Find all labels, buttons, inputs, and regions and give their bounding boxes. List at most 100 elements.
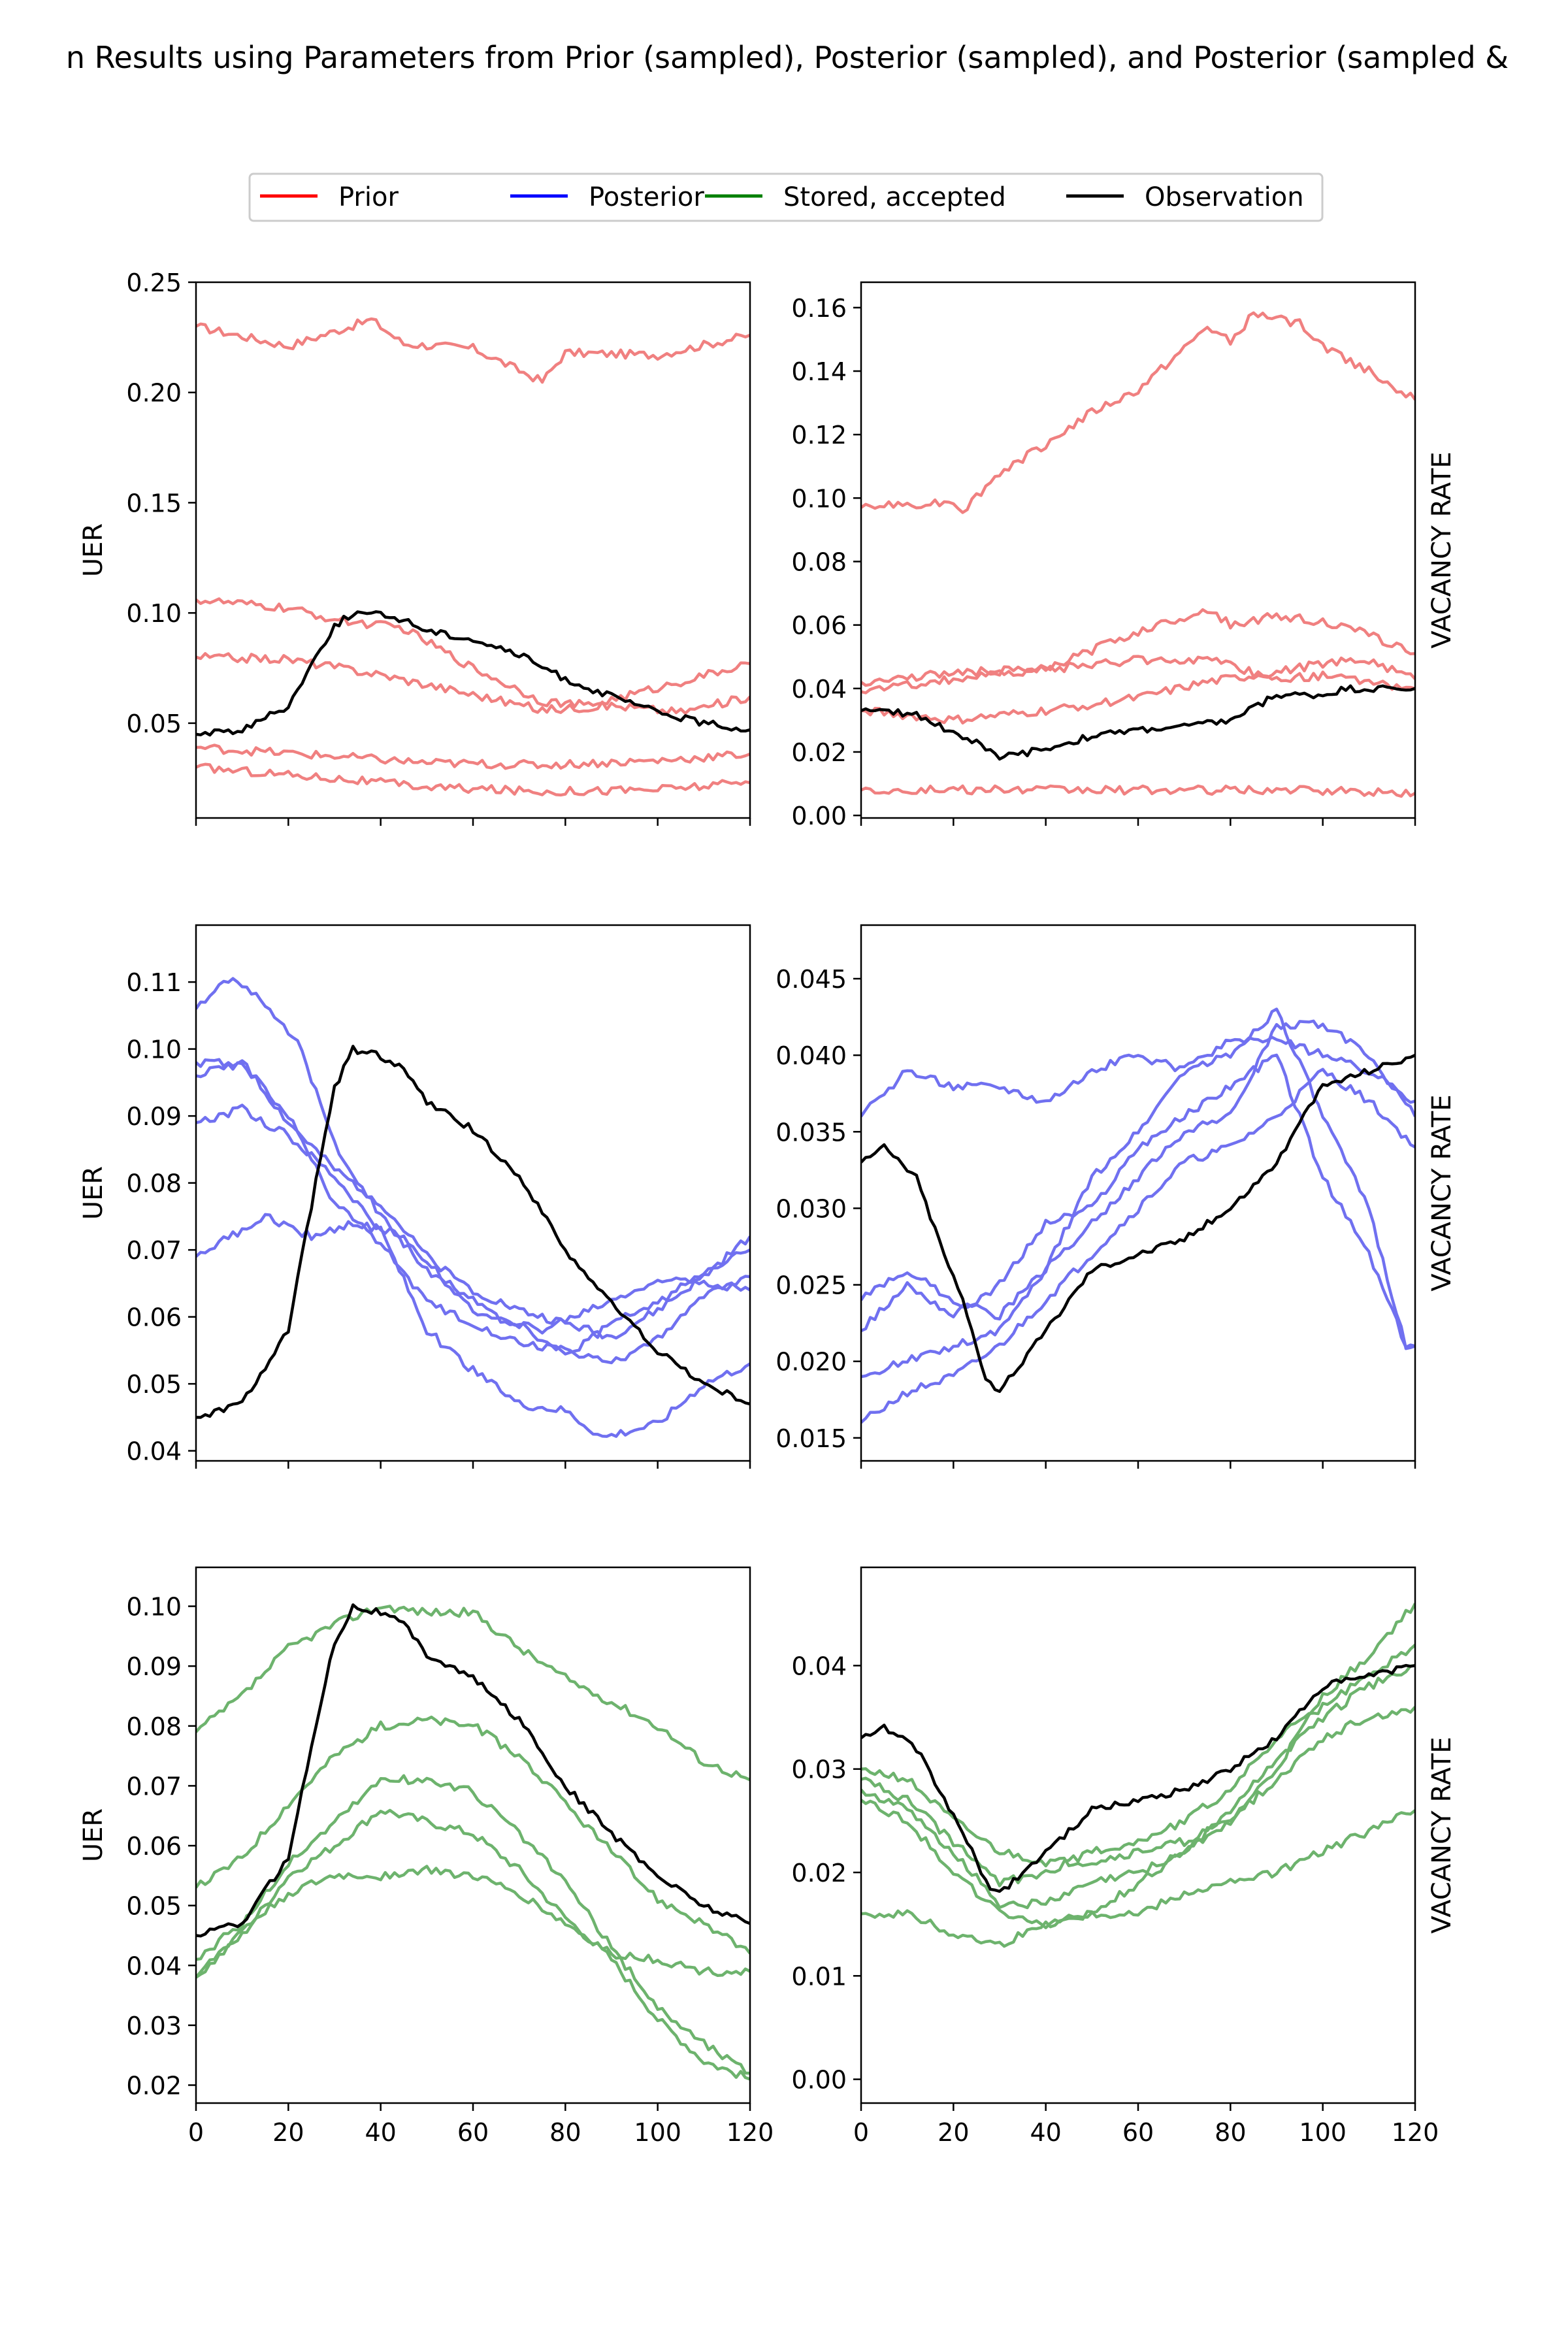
y-tick-label-2: 0.04 xyxy=(791,675,847,704)
y-tick-label-4: 0.25 xyxy=(126,269,182,297)
axes-frame xyxy=(860,1566,1416,2104)
y-tick-label-1: 0.01 xyxy=(791,1962,847,1991)
figure-title: n Results using Parameters from Prior (s… xyxy=(66,40,1509,75)
x-tick-label-3: 60 xyxy=(457,2118,489,2147)
chart-panel-3-1: 0.02 0.03 0.04 0.05 0.06 0.07 0.08 0.09 0.10 0 20 4… xyxy=(78,1566,774,2147)
posterior-series-line-3 xyxy=(861,1019,1415,1379)
observation-line xyxy=(861,1663,1415,1893)
y-tick-label-3: 0.05 xyxy=(126,1892,182,1921)
stored-series-line-1 xyxy=(196,1715,750,1955)
posterior-series-line-1 xyxy=(196,1058,750,1365)
y-tick-label-3: 0.20 xyxy=(126,379,182,408)
stored-series-line-2 xyxy=(861,1664,1415,1910)
chart-panel-1-2: 0.00 0.02 0.04 0.06 0.08 0.10 0.12 0.14 0.16 VACA… xyxy=(791,281,1457,830)
y-tick-label-0: 0.05 xyxy=(126,710,182,738)
observation-line xyxy=(196,1045,750,1419)
y-tick-label-6: 0.10 xyxy=(126,1036,182,1064)
axes-frame xyxy=(195,281,751,819)
y-tick-label-1: 0.020 xyxy=(776,1348,847,1377)
y-tick-label-0: 0.00 xyxy=(791,2066,847,2095)
y-tick-label-3: 0.030 xyxy=(776,1194,847,1223)
x-tick-label-3: 60 xyxy=(1122,2118,1154,2147)
prior-series-line-1 xyxy=(196,597,750,708)
axes-frame xyxy=(195,924,751,1462)
y-tick-label-6: 0.12 xyxy=(791,421,847,449)
stored-series-line-0 xyxy=(861,1603,1415,1868)
prior-series-line-3 xyxy=(861,656,1415,725)
y-axis-label: VACANCY RATE xyxy=(1427,451,1457,648)
axes-frame xyxy=(860,281,1416,819)
y-tick-label-0: 0.02 xyxy=(126,2072,182,2100)
chart-panel-2-2: 0.015 0.020 0.025 0.030 0.035 0.040 0.045 VACAN… xyxy=(776,924,1457,1469)
y-tick-label-1: 0.02 xyxy=(791,738,847,767)
posterior-series-line-3 xyxy=(196,1103,750,1438)
prior-series-line-2 xyxy=(861,655,1415,694)
y-tick-label-2: 0.02 xyxy=(791,1859,847,1887)
posterior-series-line-0 xyxy=(196,977,750,1356)
x-tick-label-1: 20 xyxy=(938,2118,969,2147)
y-tick-label-4: 0.06 xyxy=(126,1832,182,1861)
posterior-series-line-1 xyxy=(861,1007,1415,1350)
prior-series-line-2 xyxy=(196,652,750,715)
stored-series-line-4 xyxy=(861,1809,1415,1948)
x-tick-label-2: 40 xyxy=(365,2118,396,2147)
x-tick-label-4: 80 xyxy=(549,2118,581,2147)
plot-area xyxy=(196,317,750,797)
y-axis-label: VACANCY RATE xyxy=(1427,1737,1457,1933)
y-tick-label-5: 0.040 xyxy=(776,1041,847,1070)
stored-series-line-3 xyxy=(196,1808,750,2081)
x-tick-label-4: 80 xyxy=(1215,2118,1246,2147)
y-axis-label: UER xyxy=(78,1166,108,1220)
prior-series-line-1 xyxy=(861,608,1415,687)
stored-series-line-3 xyxy=(861,1706,1415,1929)
observation-line xyxy=(861,1054,1415,1394)
y-tick-label-3: 0.07 xyxy=(126,1236,182,1265)
x-tick-label-2: 40 xyxy=(1030,2118,1061,2147)
posterior-series-line-2 xyxy=(196,1061,750,1340)
x-tick-label-5: 100 xyxy=(1299,2118,1347,2147)
stored-series-line-4 xyxy=(196,1865,750,1979)
legend-label-2: Stored, accepted xyxy=(783,182,1006,212)
prior-series-line-0 xyxy=(861,311,1415,514)
y-tick-label-7: 0.14 xyxy=(791,357,847,386)
x-tick-label-6: 120 xyxy=(1392,2118,1439,2147)
chart-panel-3-2: 0.00 0.01 0.02 0.03 0.04 0 20 40 60 80 100 120 VACAN… xyxy=(791,1566,1457,2147)
y-tick-label-4: 0.035 xyxy=(776,1118,847,1147)
chart-panel-1-1: 0.05 0.10 0.15 0.20 0.25 UER xyxy=(78,269,751,826)
y-tick-label-1: 0.05 xyxy=(126,1370,182,1399)
x-tick-label-0: 0 xyxy=(188,2118,204,2147)
x-tick-label-0: 0 xyxy=(853,2118,869,2147)
y-tick-label-0: 0.015 xyxy=(776,1424,847,1453)
observation-line xyxy=(196,610,750,737)
plot-area xyxy=(861,311,1415,798)
y-axis-label: UER xyxy=(78,1808,108,1862)
legend-box xyxy=(248,172,1324,222)
plot-area xyxy=(196,977,750,1438)
y-tick-label-2: 0.04 xyxy=(126,1952,182,1980)
y-tick-label-5: 0.09 xyxy=(126,1102,182,1131)
stored-series-line-1 xyxy=(861,1644,1415,1887)
y-tick-label-7: 0.11 xyxy=(126,968,182,997)
legend-label-1: Posterior xyxy=(589,182,704,212)
legend-label-3: Observation xyxy=(1145,182,1304,212)
y-tick-label-5: 0.10 xyxy=(791,484,847,513)
x-tick-label-6: 120 xyxy=(727,2118,774,2147)
y-tick-label-6: 0.045 xyxy=(776,965,847,994)
legend-label-0: Prior xyxy=(338,182,399,212)
y-tick-label-8: 0.16 xyxy=(791,294,847,323)
y-tick-label-2: 0.025 xyxy=(776,1271,847,1300)
observation-line xyxy=(196,1603,750,1938)
y-tick-label-0: 0.00 xyxy=(791,802,847,830)
y-tick-label-2: 0.15 xyxy=(126,489,182,517)
plot-area xyxy=(861,1007,1415,1424)
y-tick-label-5: 0.07 xyxy=(126,1772,182,1801)
x-tick-label-5: 100 xyxy=(634,2118,681,2147)
prior-series-line-0 xyxy=(196,317,750,384)
prior-series-line-3 xyxy=(196,743,750,770)
y-tick-label-4: 0.08 xyxy=(791,547,847,576)
y-tick-label-7: 0.09 xyxy=(126,1652,182,1681)
stored-series-line-0 xyxy=(196,1605,750,1782)
prior-series-line-4 xyxy=(861,784,1415,798)
y-tick-label-6: 0.08 xyxy=(126,1712,182,1741)
